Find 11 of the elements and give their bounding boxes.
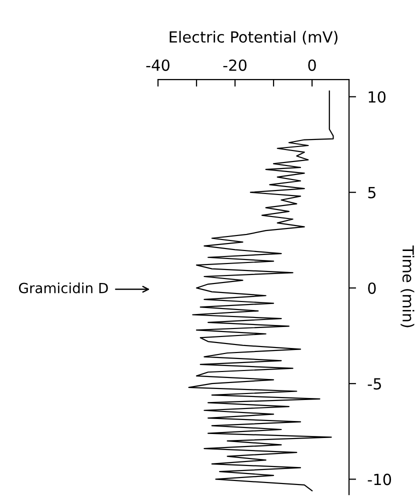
- y-tick-label: -5: [368, 378, 381, 390]
- x-tick-label: -20: [223, 59, 246, 72]
- x-tick-label: -40: [146, 59, 170, 72]
- x-tick-label: 0: [308, 59, 316, 72]
- y-tick-label: 0: [368, 282, 376, 294]
- y-tick-label: 5: [368, 187, 376, 198]
- text: Gramicidin D: [19, 282, 108, 294]
- y-tick-label: 10: [368, 91, 386, 103]
- y-axis-title: Time (min): [400, 245, 414, 328]
- y-tick-label: -10: [368, 474, 392, 486]
- x-axis-title: Electric Potential (mV): [170, 30, 338, 45]
